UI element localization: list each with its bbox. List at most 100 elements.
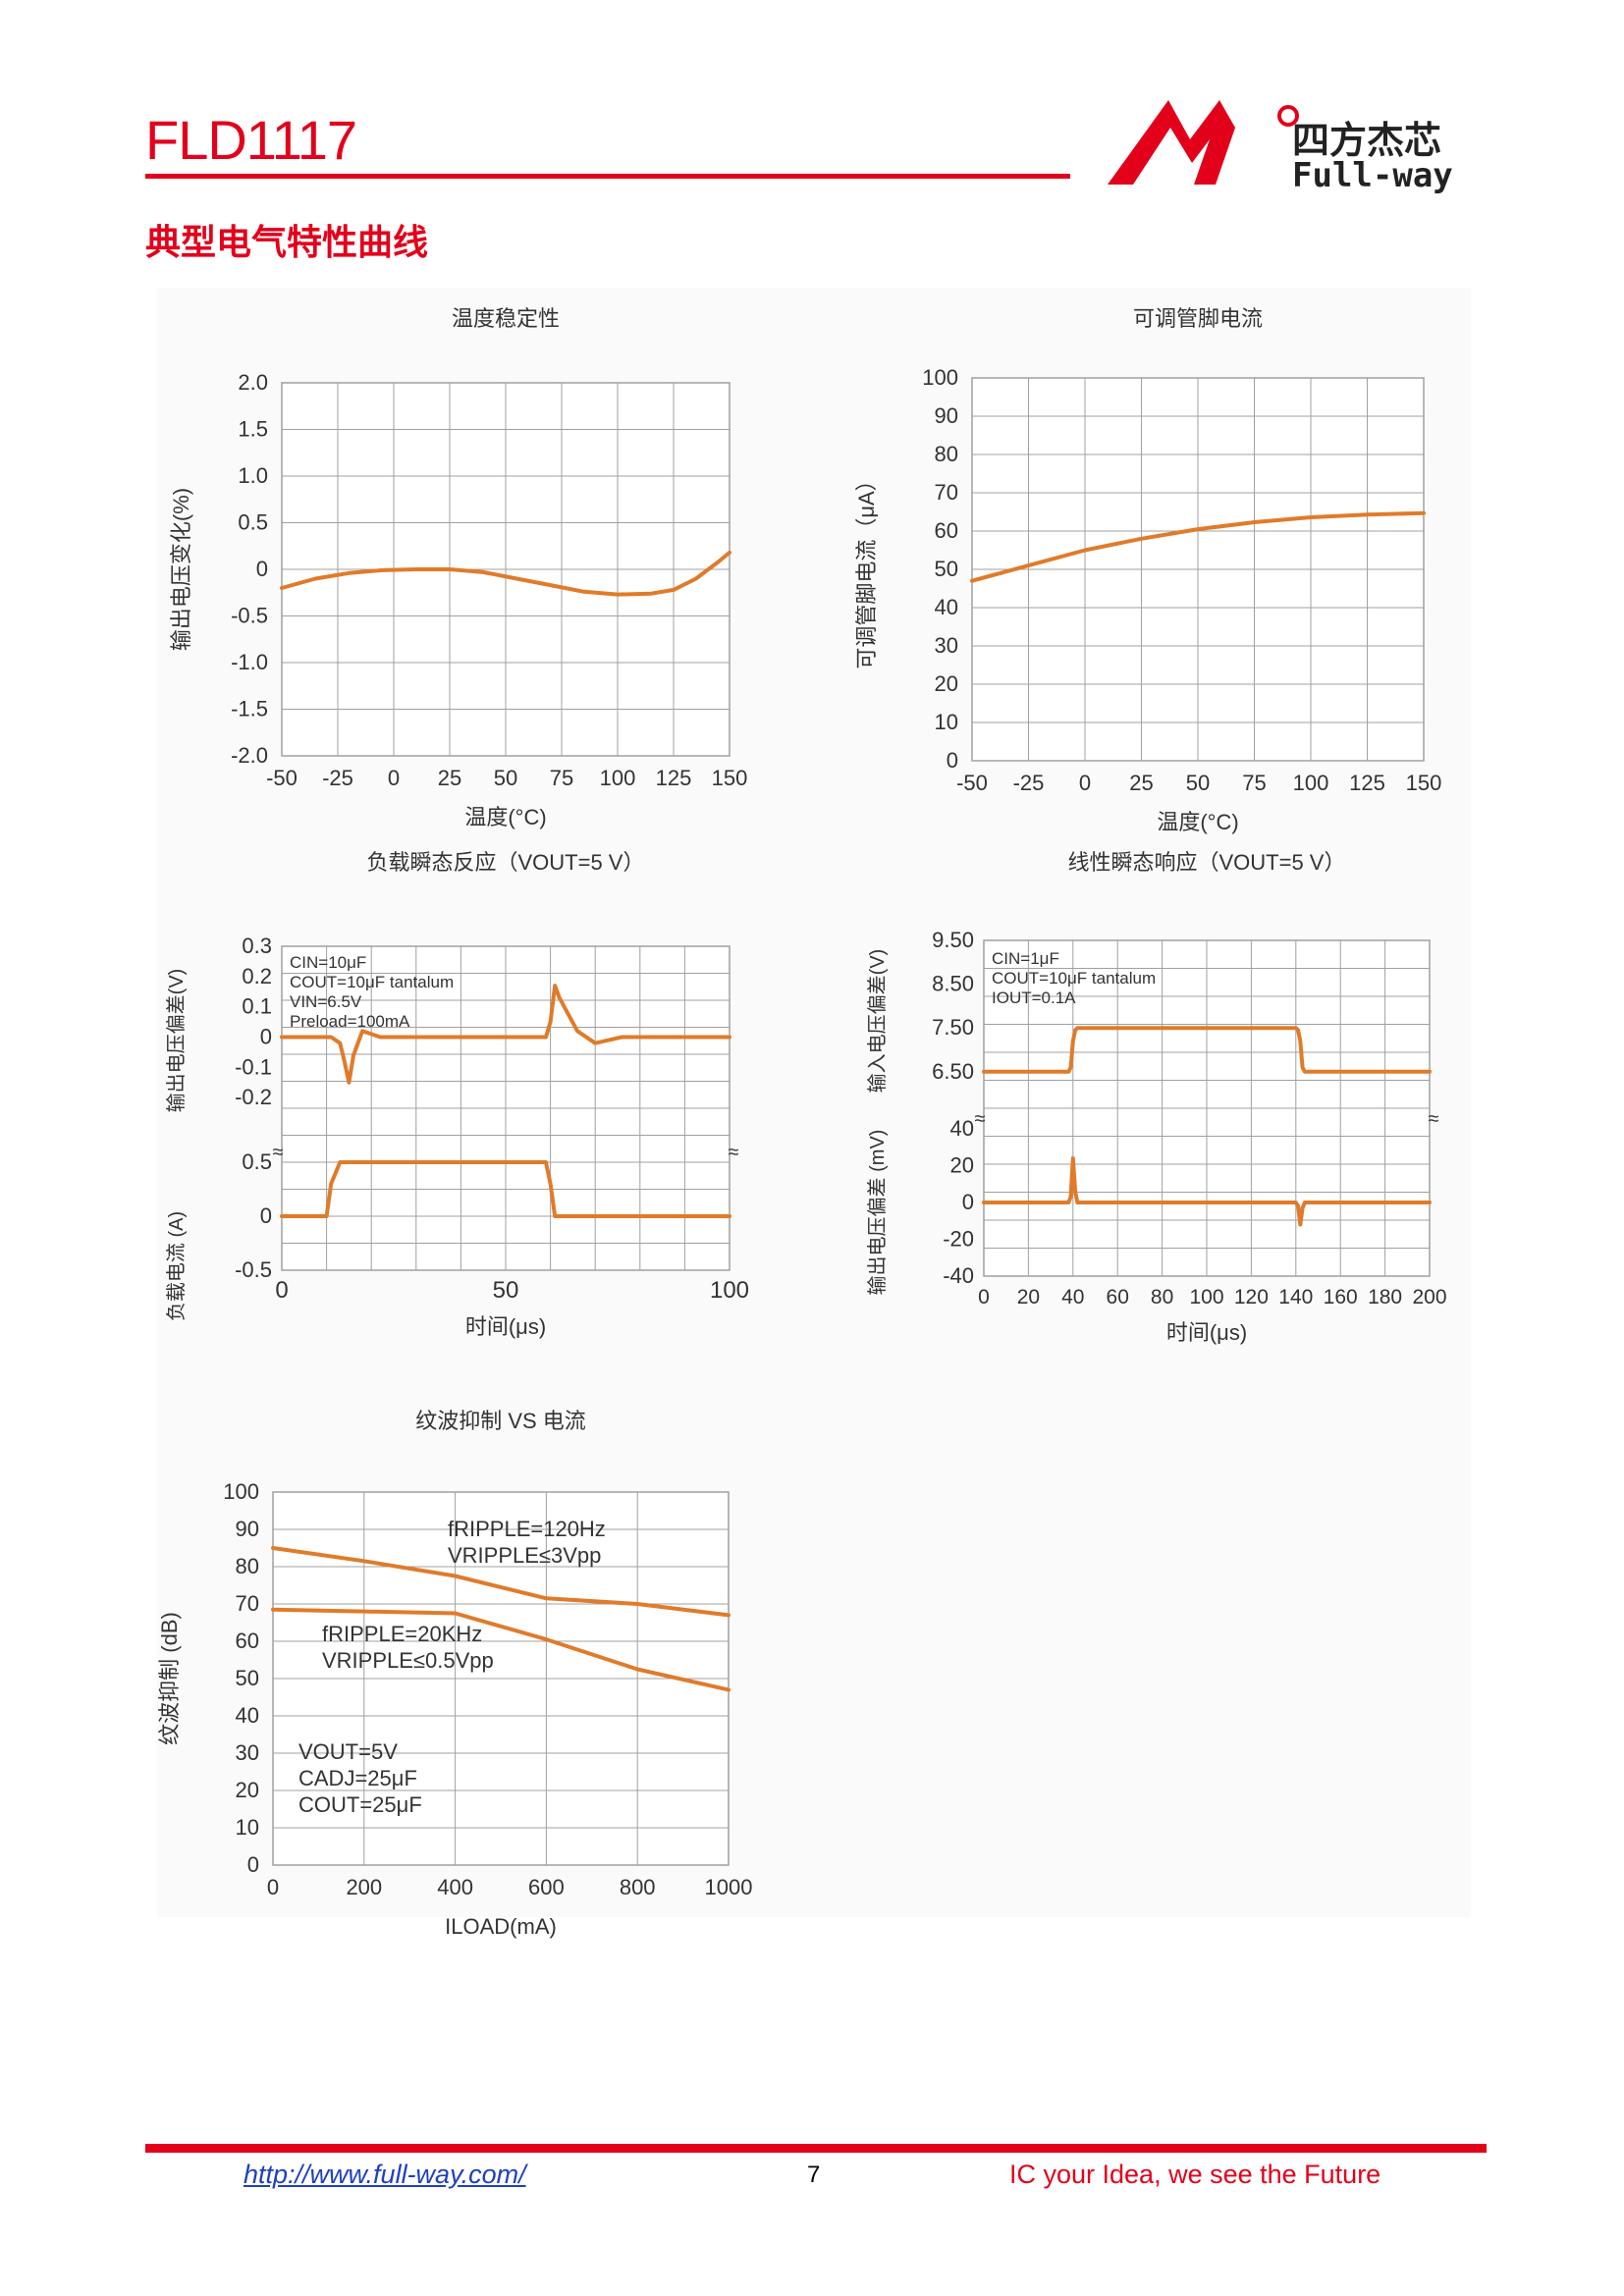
series-line-1 — [271, 1607, 731, 1692]
y-tick-label: -2.0 — [231, 743, 268, 768]
axis-break-icon: ≈ — [1429, 1108, 1439, 1130]
condition-annotation: IOUT=0.1A — [992, 988, 1076, 1007]
logo-cn-text: 四方杰芯 — [1292, 119, 1441, 162]
website-link[interactable]: http://www.full-way.com/ — [244, 2160, 526, 2189]
series-line-0 — [970, 510, 1426, 583]
chart-title: 线性瞬态响应（VOUT=5 V） — [1068, 850, 1346, 875]
axis-break-icon: ≈ — [729, 1142, 739, 1163]
x-tick-label: 400 — [437, 1875, 473, 1899]
condition-annotation: COUT=10μF tantalum — [992, 969, 1156, 988]
y-tick-label: 50 — [236, 1666, 259, 1690]
condition-annotation: COUT=25μF — [298, 1792, 422, 1817]
y-axis-label-top: 输出电压偏差(V) — [165, 969, 188, 1113]
x-tick-label: 160 — [1324, 1286, 1358, 1308]
y-tick-label: 60 — [236, 1629, 259, 1653]
series-label-120hz-vripple: VRIPPLE≤3Vpp — [448, 1543, 601, 1568]
x-tick-label: 20 — [1017, 1286, 1040, 1308]
y-tick-label: 0 — [256, 557, 268, 581]
x-tick-label: 180 — [1368, 1286, 1402, 1308]
series-line-0 — [271, 1546, 731, 1618]
x-tick-label: 100 — [1293, 771, 1329, 795]
x-tick-label: 150 — [1406, 771, 1442, 795]
page-number: 7 — [807, 2162, 821, 2188]
series-label-20khz: fRIPPLE=20KHz — [322, 1622, 482, 1646]
logo-mark-icon: 四方杰芯 Full-way — [1108, 100, 1453, 195]
x-axis-label: 时间(μs) — [1166, 1320, 1247, 1345]
x-tick-label: 75 — [1242, 771, 1266, 795]
series-line-bottom — [982, 1156, 1432, 1227]
document-title: FLD1117 — [145, 109, 357, 171]
y-tick-label: 90 — [236, 1517, 259, 1541]
x-tick-label: 120 — [1234, 1286, 1269, 1308]
y-tick-label: 20 — [935, 671, 958, 696]
condition-annotation: COUT=10μF tantalum — [290, 973, 454, 991]
y-tick-label: -1.0 — [231, 650, 268, 674]
x-tick-label: 0 — [275, 1277, 288, 1304]
chart-adj-pin-current: 可调管脚电流 -50 -25 0 25 50 75 100 125 150 100 90 80 70 60 5… — [825, 294, 1473, 834]
y-tick-label: 100 — [223, 1479, 259, 1504]
x-tick-label: 800 — [620, 1875, 656, 1899]
y-tick-label: 40 — [935, 595, 958, 619]
chart-load-transient: 负载瞬态反应（VOUT=5 V） ≈ ≈0 50 100 0.3 0.2 0.1 0 -0.1 -0… — [157, 834, 766, 1394]
y-axis-label-bottom: 负载电流 (A) — [165, 1211, 188, 1321]
y-tick-label: 0.2 — [242, 964, 272, 988]
x-axis-label: 温度(°C) — [1157, 810, 1238, 834]
y-tick-label: 0 — [962, 1190, 974, 1214]
y-tick-label: 0 — [260, 1025, 272, 1049]
x-tick-label: 600 — [528, 1875, 565, 1899]
condition-annotation: CIN=10μF — [290, 953, 366, 972]
x-tick-label: 0 — [388, 766, 400, 790]
series-line-top — [280, 984, 731, 1085]
y-tick-label: 1.0 — [238, 463, 268, 488]
company-logo: 四方杰芯 Full-way — [1100, 88, 1492, 196]
x-tick-label: 140 — [1278, 1286, 1313, 1308]
y-tick-label: 40 — [236, 1703, 259, 1728]
x-tick-label: 80 — [1151, 1286, 1173, 1308]
y-tick-label: 0.3 — [242, 934, 272, 958]
series-label-20khz-vripple: VRIPPLE≤0.5Vpp — [322, 1648, 494, 1673]
y-tick-label: -20 — [943, 1227, 974, 1252]
y-tick-label: 6.50 — [932, 1059, 974, 1084]
chart-title: 负载瞬态反应（VOUT=5 V） — [367, 850, 645, 875]
x-tick-label: 25 — [438, 766, 461, 790]
x-axis-label: ILOAD(mA) — [445, 1914, 557, 1939]
chart-title: 温度稳定性 — [452, 306, 560, 331]
y-tick-label: 40 — [950, 1116, 974, 1141]
x-tick-label: 100 — [1189, 1286, 1223, 1308]
y-tick-label: -0.2 — [235, 1085, 272, 1109]
y-tick-label: -0.1 — [235, 1054, 272, 1079]
y-axis-label: 纹波抑制 (dB) — [157, 1612, 182, 1745]
x-tick-label: 200 — [1412, 1286, 1446, 1308]
y-tick-label: 0 — [260, 1203, 272, 1228]
x-tick-label: 1000 — [705, 1875, 753, 1899]
y-axis-label-top: 输入电压偏差(V) — [866, 949, 889, 1094]
x-tick-label: 125 — [656, 766, 692, 790]
y-tick-label: 9.50 — [932, 928, 974, 952]
y-tick-label: 10 — [935, 710, 958, 734]
y-tick-label: 100 — [922, 365, 958, 390]
y-tick-label: 8.50 — [932, 972, 974, 996]
x-tick-label: 75 — [550, 766, 573, 790]
axis-break-icon: ≈ — [975, 1108, 986, 1130]
series-label-120hz: fRIPPLE=120Hz — [448, 1517, 606, 1541]
footer-rule — [145, 2144, 1487, 2153]
series-line-0 — [280, 550, 731, 597]
title-rule — [145, 174, 1070, 179]
x-tick-label: 125 — [1349, 771, 1385, 795]
x-tick-label: 100 — [710, 1277, 749, 1304]
y-tick-label: 1.5 — [238, 417, 268, 442]
y-tick-label: 70 — [236, 1591, 259, 1616]
axis-break-icon: ≈ — [273, 1142, 284, 1163]
y-axis-label: 可调管脚电流（μA） — [854, 469, 879, 668]
footer-slogan: IC your Idea, we see the Future — [1009, 2160, 1381, 2189]
y-tick-label: 0 — [247, 1852, 259, 1877]
series-line-bottom — [280, 1160, 731, 1218]
condition-annotation: CADJ=25μF — [298, 1766, 417, 1790]
x-tick-label: 50 — [494, 766, 517, 790]
y-tick-label: 80 — [236, 1554, 259, 1578]
y-tick-label: 30 — [935, 633, 958, 658]
condition-annotation: Preload=100mA — [290, 1012, 410, 1031]
x-tick-label: 0 — [978, 1286, 990, 1308]
y-axis-label-bottom: 输出电压偏差 (mV) — [866, 1130, 889, 1296]
y-tick-label: 0 — [947, 748, 958, 773]
